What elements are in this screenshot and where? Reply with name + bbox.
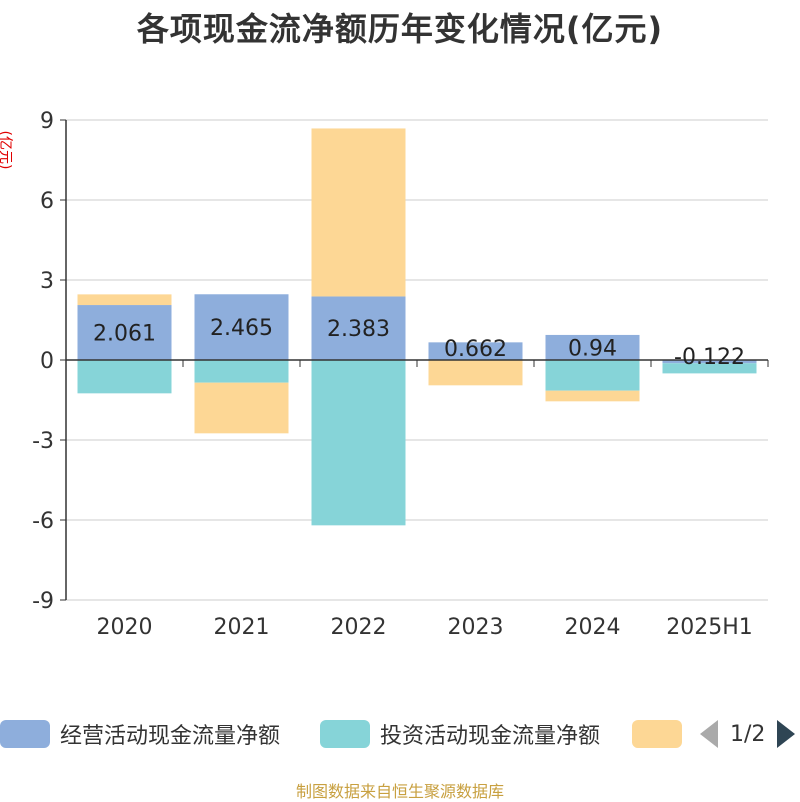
bar-series2 [194, 382, 289, 434]
y-tick-label: 9 [40, 109, 54, 134]
legend-pager: 1/2 [700, 716, 796, 752]
bar-series1 [311, 360, 406, 526]
y-tick-label: -6 [32, 509, 54, 534]
bar-series1 [194, 360, 289, 383]
data-label: 0.662 [444, 337, 507, 362]
data-label: 2.061 [93, 322, 156, 347]
legend: 经营活动现金流量净额 投资活动现金流量净额 1/2 [0, 716, 800, 752]
legend-item-operating[interactable]: 经营活动现金流量净额 [0, 716, 280, 752]
bar-series0 [311, 296, 406, 360]
bar-series1 [77, 360, 172, 394]
bar-series0 [194, 294, 289, 360]
legend-item-financing[interactable] [632, 716, 682, 752]
bar-series0 [545, 334, 640, 360]
legend-item-investing[interactable]: 投资活动现金流量净额 [320, 716, 600, 752]
legend-page-indicator: 1/2 [730, 721, 766, 747]
data-label: -0.122 [674, 345, 745, 370]
legend-label-investing: 投资活动现金流量净额 [380, 724, 601, 749]
x-tick-label: 2023 [448, 615, 504, 640]
bar-series1 [662, 363, 757, 374]
data-label: 2.465 [210, 316, 273, 341]
y-tick-label: -3 [32, 429, 54, 454]
bar-series2 [77, 294, 172, 306]
x-tick-label: 2025H1 [666, 615, 753, 640]
bar-series1 [545, 360, 640, 391]
x-tick-label: 2022 [331, 615, 387, 640]
data-label: 0.94 [568, 336, 617, 361]
bar-series2 [545, 390, 640, 402]
bar-series2 [428, 360, 523, 386]
bar-series2 [311, 128, 406, 297]
y-tick-label: -9 [32, 589, 54, 614]
bar-series0 [77, 305, 172, 360]
bar-series0 [662, 360, 757, 364]
legend-swatch-financing [632, 720, 682, 748]
data-label: 2.383 [327, 317, 390, 342]
x-tick-label: 2024 [565, 615, 621, 640]
legend-swatch-investing [320, 720, 370, 748]
bar-series0 [428, 342, 523, 360]
legend-swatch-operating [0, 720, 50, 748]
x-tick-label: 2021 [214, 615, 270, 640]
y-tick-label: 0 [40, 349, 54, 374]
chart-title: 各项现金流净额历年变化情况(亿元) [136, 10, 664, 48]
x-tick-label: 2020 [97, 615, 153, 640]
bar-chart: 9 6 3 0 -3 -6 -9 2020 2021 2022 2023 2024 2025H1 2.06… [32, 109, 769, 640]
y-tick-label: 3 [40, 269, 54, 294]
y-tick-label: 6 [40, 189, 54, 214]
legend-prev-icon[interactable] [700, 720, 718, 748]
legend-next-icon[interactable] [777, 720, 796, 748]
legend-label-operating: 经营活动现金流量净额 [60, 724, 281, 749]
source-note: 制图数据来自恒生聚源数据库 [295, 782, 504, 801]
